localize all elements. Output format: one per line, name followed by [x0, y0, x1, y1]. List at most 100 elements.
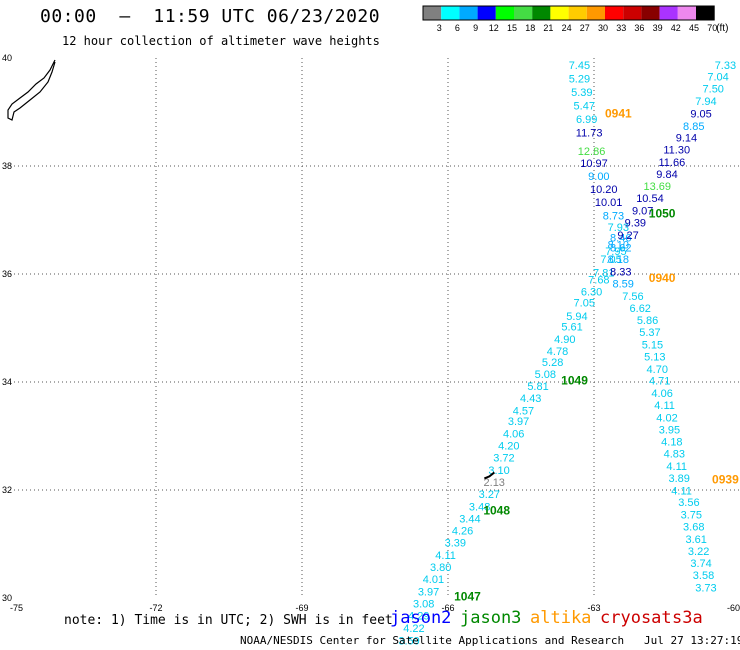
swh-value: 3.58 [693, 570, 714, 582]
colorbar-tick-label: 12 [489, 23, 499, 33]
swh-value: 3.39 [445, 538, 466, 550]
swh-value: 6.62 [630, 303, 651, 315]
swh-value: 9.00 [588, 171, 609, 183]
swh-value: 5.37 [639, 327, 660, 339]
swh-value: 3.61 [685, 534, 706, 546]
swh-value: 5.28 [542, 357, 563, 369]
swh-value: 11.73 [576, 127, 603, 139]
swh-value: 7.68 [588, 275, 609, 287]
swh-value: 5.47 [574, 100, 595, 112]
swh-value: 4.11 [671, 485, 692, 497]
pass-annotation: 1048 [483, 503, 510, 517]
swh-value: 4.22 [403, 623, 424, 635]
swh-value: 3.08 [413, 599, 434, 611]
colorbar-tick-label: 70 [707, 23, 717, 33]
swh-value: 5.13 [644, 351, 665, 363]
swh-value: 3.95 [659, 424, 680, 436]
swh-value: 3.80 [430, 562, 451, 574]
swh-value: 13.69 [644, 181, 672, 193]
swh-value: 7.94 [695, 96, 716, 108]
swh-value: 4.18 [661, 437, 682, 449]
swh-value: 7.05 [574, 297, 595, 309]
colorbar: 3 6 9 12 15 18 21 24 27 30 33 36 39 42 45 70 [422, 5, 717, 33]
x-tick-label: -66 [441, 603, 454, 613]
colorbar-unit-label: (ft) [716, 23, 728, 34]
swh-value: 10.54 [636, 193, 664, 205]
swh-value: 8.10 [608, 240, 629, 252]
swh-value: 4.71 [649, 376, 670, 388]
pass-annotations: 1050 1049 1048 1047 0939 [454, 206, 739, 603]
swh-value: 5.29 [569, 73, 590, 85]
swh-value: 3.48 [469, 502, 490, 514]
swh-value: 4.20 [498, 441, 519, 453]
footer-note: note: 1) Time is in UTC; 2) SWH is in fe… [64, 613, 393, 628]
colorbar-swatch [586, 6, 605, 20]
colorbar-tick-label: 42 [671, 23, 681, 33]
swh-value: 4.06 [651, 388, 672, 400]
colorbar-swatch [605, 6, 624, 20]
legend-s3a: s3a [672, 608, 703, 628]
swh-value: 6.30 [581, 287, 602, 299]
swh-value: 9.05 [690, 108, 711, 120]
swh-value: 4.57 [513, 405, 534, 417]
pass-time-label: 0941 [605, 106, 632, 120]
colorbar-tick-label: 24 [562, 23, 572, 33]
swh-value: 8.18 [608, 254, 629, 266]
swh-value: 9.39 [625, 217, 646, 229]
colorbar-tick-label: 27 [580, 23, 590, 33]
y-tick-label: 40 [2, 53, 12, 63]
swh-value: 3.22 [688, 546, 709, 558]
y-tick-label: 38 [2, 161, 12, 171]
colorbar-tick-label: 3 [437, 23, 442, 33]
credit-line: NOAA/NESDIS Center for Satellite Applica… [240, 634, 740, 647]
legend-cryosat: cryosat [600, 608, 672, 628]
colorbar-swatch [495, 6, 514, 20]
swh-value: 8.59 [612, 279, 633, 291]
swh-value: 7.93 [608, 222, 629, 234]
legend-jason2: jason2 [390, 608, 452, 628]
colorbar-swatch [423, 6, 442, 20]
swh-value: 5.39 [571, 87, 592, 99]
legend-jason3: jason3 [460, 608, 522, 628]
colorbar-tick-label: 39 [653, 23, 663, 33]
colorbar-swatch [696, 6, 715, 20]
page-subtitle: 12 hour collection of altimeter wave hei… [62, 34, 380, 48]
grid-lines [10, 58, 740, 598]
swh-value: 5.61 [561, 322, 582, 334]
swh-value: 3.68 [683, 522, 704, 534]
swh-value: 3.89 [668, 473, 689, 485]
swh-value: 8.62 [610, 242, 631, 254]
coastline-path [7, 59, 56, 121]
pass-annotation: 1049 [561, 374, 588, 388]
swh-value: 3.75 [681, 510, 702, 522]
colorbar-tick-label: 33 [616, 23, 626, 33]
swh-value: 9.84 [656, 169, 677, 181]
swh-value: 3.74 [690, 558, 711, 570]
swh-value: 3.97 [508, 416, 529, 428]
swh-value: 7.45 [569, 60, 590, 72]
swh-value: 4.26 [452, 525, 473, 537]
swh-value: 3.27 [479, 489, 500, 501]
swh-value: 11.66 [659, 157, 686, 169]
swh-value: 7.05 [600, 254, 621, 266]
swh-value: 5.86 [637, 315, 658, 327]
colorbar-border [422, 5, 715, 21]
pass-time-label: 0940 [649, 271, 676, 285]
coastline-icon [7, 59, 56, 121]
swh-value: 9.07 [632, 206, 653, 218]
x-tick-label: -69 [295, 603, 308, 613]
swh-value: 4.78 [547, 346, 568, 358]
swh-value: 5.08 [535, 369, 556, 381]
swh-value: 3.56 [678, 497, 699, 509]
colorbar-swatch [659, 6, 678, 20]
swh-value: 5.15 [642, 340, 663, 352]
colorbar-swatch [641, 6, 660, 20]
swh-value: 10.97 [580, 158, 608, 170]
colorbar-tick-label: 30 [598, 23, 608, 33]
pass-annotation: 1047 [454, 590, 481, 604]
swh-value: 4.06 [503, 429, 524, 441]
colorbar-tick-label: 36 [634, 23, 644, 33]
swh-value: 7.33 [715, 60, 736, 72]
